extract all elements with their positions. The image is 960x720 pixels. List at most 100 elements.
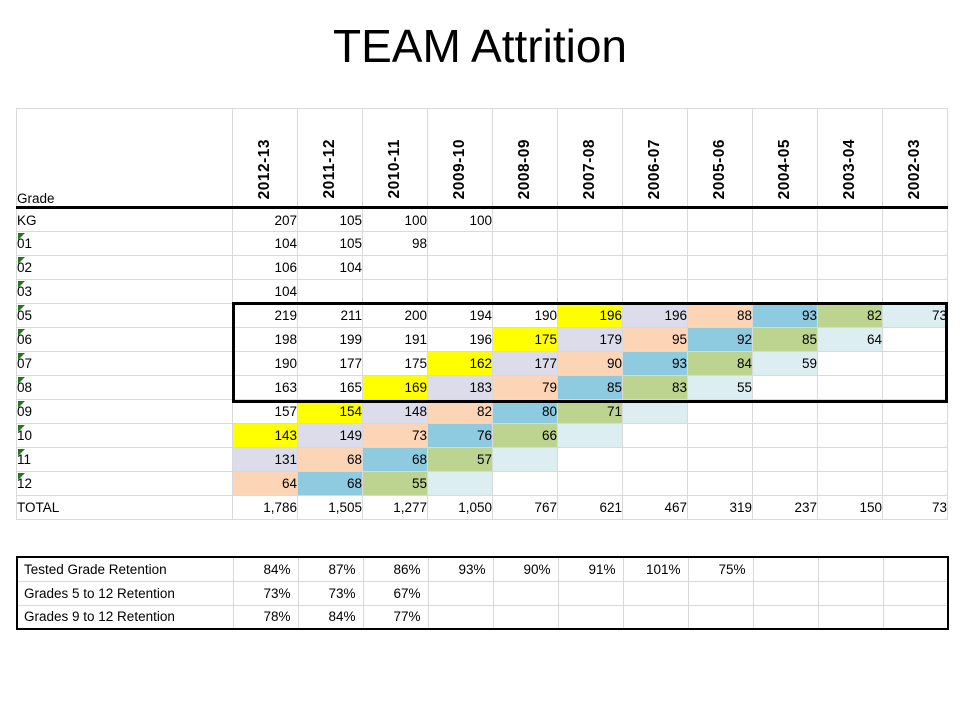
header-year-label: 2002-03 xyxy=(906,138,923,199)
data-cell: 90 xyxy=(557,351,623,376)
data-cell: 175 xyxy=(362,351,428,376)
data-cell xyxy=(557,423,623,448)
total-cell: 467 xyxy=(622,495,688,520)
data-cell xyxy=(622,207,688,232)
total-cell: 237 xyxy=(752,495,818,520)
table-row: 11 131 68 68 57 xyxy=(16,447,948,472)
data-cell xyxy=(882,375,948,400)
data-cell xyxy=(817,471,883,496)
comment-marker-icon xyxy=(18,233,25,240)
data-cell: 82 xyxy=(817,303,883,328)
data-cell xyxy=(817,255,883,280)
table-row: 03 104 xyxy=(16,279,948,304)
data-cell: 88 xyxy=(687,303,753,328)
data-cell: 66 xyxy=(492,423,558,448)
header-year-label: 2009-10 xyxy=(451,138,468,199)
retention-cell xyxy=(622,604,689,630)
data-cell: 105 xyxy=(297,231,363,256)
data-cell xyxy=(492,207,558,232)
data-cell: 179 xyxy=(557,327,623,352)
header-year: 2005-06 xyxy=(687,108,753,209)
grade-label-cell: 06 xyxy=(16,327,233,352)
header-year: 2006-07 xyxy=(622,108,688,209)
data-cell: 85 xyxy=(752,327,818,352)
retention-cell: 73% xyxy=(297,580,364,606)
table-header-row: Grade 2012-13 2011-12 2010-11 2009-10 2008-0… xyxy=(16,108,948,209)
data-cell xyxy=(622,399,688,424)
data-cell: 219 xyxy=(232,303,298,328)
data-cell xyxy=(362,279,428,304)
data-cell xyxy=(427,471,493,496)
data-cell: 73 xyxy=(362,423,428,448)
data-cell xyxy=(752,471,818,496)
retention-cell xyxy=(752,556,819,582)
data-cell: 79 xyxy=(492,375,558,400)
data-cell xyxy=(622,279,688,304)
header-year: 2004-05 xyxy=(752,108,818,209)
data-cell xyxy=(882,207,948,232)
page-title: TEAM Attrition xyxy=(333,20,627,72)
data-cell xyxy=(817,399,883,424)
data-cell xyxy=(492,279,558,304)
data-cell xyxy=(622,231,688,256)
retention-label: Tested Grade Retention xyxy=(16,556,234,582)
total-cell: 1,786 xyxy=(232,495,298,520)
header-grade: Grade xyxy=(16,108,233,209)
data-cell xyxy=(882,327,948,352)
data-cell: 104 xyxy=(232,231,298,256)
data-cell xyxy=(622,447,688,472)
data-cell xyxy=(752,375,818,400)
retention-cell: 91% xyxy=(557,556,624,582)
table-row: 05 219 211 200 194 190 196 196 88 93 82 73 xyxy=(16,303,948,328)
data-cell: 177 xyxy=(492,351,558,376)
retention-cell: 90% xyxy=(492,556,559,582)
data-cell xyxy=(817,375,883,400)
data-cell xyxy=(752,255,818,280)
retention-label: Grades 9 to 12 Retention xyxy=(16,604,234,630)
data-cell xyxy=(752,207,818,232)
data-cell xyxy=(687,231,753,256)
data-cell xyxy=(297,279,363,304)
data-cell xyxy=(882,279,948,304)
grade-label-cell: 08 xyxy=(16,375,233,400)
data-cell: 148 xyxy=(362,399,428,424)
data-cell xyxy=(882,447,948,472)
data-cell xyxy=(427,231,493,256)
retention-cell xyxy=(882,580,949,606)
data-cell: 98 xyxy=(362,231,428,256)
retention-cell xyxy=(622,580,689,606)
grade-label-cell: 02 xyxy=(16,255,233,280)
header-year: 2002-03 xyxy=(882,108,948,209)
data-cell xyxy=(687,399,753,424)
retention-cell xyxy=(687,580,754,606)
data-cell: 85 xyxy=(557,375,623,400)
total-cell: 621 xyxy=(557,495,623,520)
retention-body: Tested Grade Retention 84% 87% 86% 93% 90% 91%… xyxy=(16,556,949,630)
grade-label-cell: KG xyxy=(16,207,233,232)
comment-marker-icon xyxy=(18,329,25,336)
retention-cell xyxy=(752,604,819,630)
data-cell xyxy=(622,423,688,448)
header-year: 2007-08 xyxy=(557,108,623,209)
data-cell: 177 xyxy=(297,351,363,376)
data-cell: 82 xyxy=(427,399,493,424)
data-cell: 207 xyxy=(232,207,298,232)
data-cell: 211 xyxy=(297,303,363,328)
attrition-table: Grade 2012-13 2011-12 2010-11 2009-10 2008-0… xyxy=(16,108,948,520)
data-cell: 83 xyxy=(622,375,688,400)
data-cell xyxy=(817,279,883,304)
header-year: 2011-12 xyxy=(297,108,363,209)
retention-cell: 78% xyxy=(232,604,299,630)
header-year-label: 2011-12 xyxy=(321,139,338,199)
data-cell: 64 xyxy=(232,471,298,496)
grade-label-cell: 05 xyxy=(16,303,233,328)
total-row: TOTAL 1,786 1,505 1,277 1,050 767 621 467 319 237… xyxy=(16,495,948,520)
data-cell: 100 xyxy=(427,207,493,232)
data-cell xyxy=(557,255,623,280)
header-year-label: 2006-07 xyxy=(646,138,663,199)
data-cell xyxy=(752,279,818,304)
data-cell xyxy=(492,255,558,280)
retention-row: Grades 9 to 12 Retention 78% 84% 77% xyxy=(16,604,949,630)
data-cell xyxy=(752,447,818,472)
data-cell xyxy=(622,471,688,496)
